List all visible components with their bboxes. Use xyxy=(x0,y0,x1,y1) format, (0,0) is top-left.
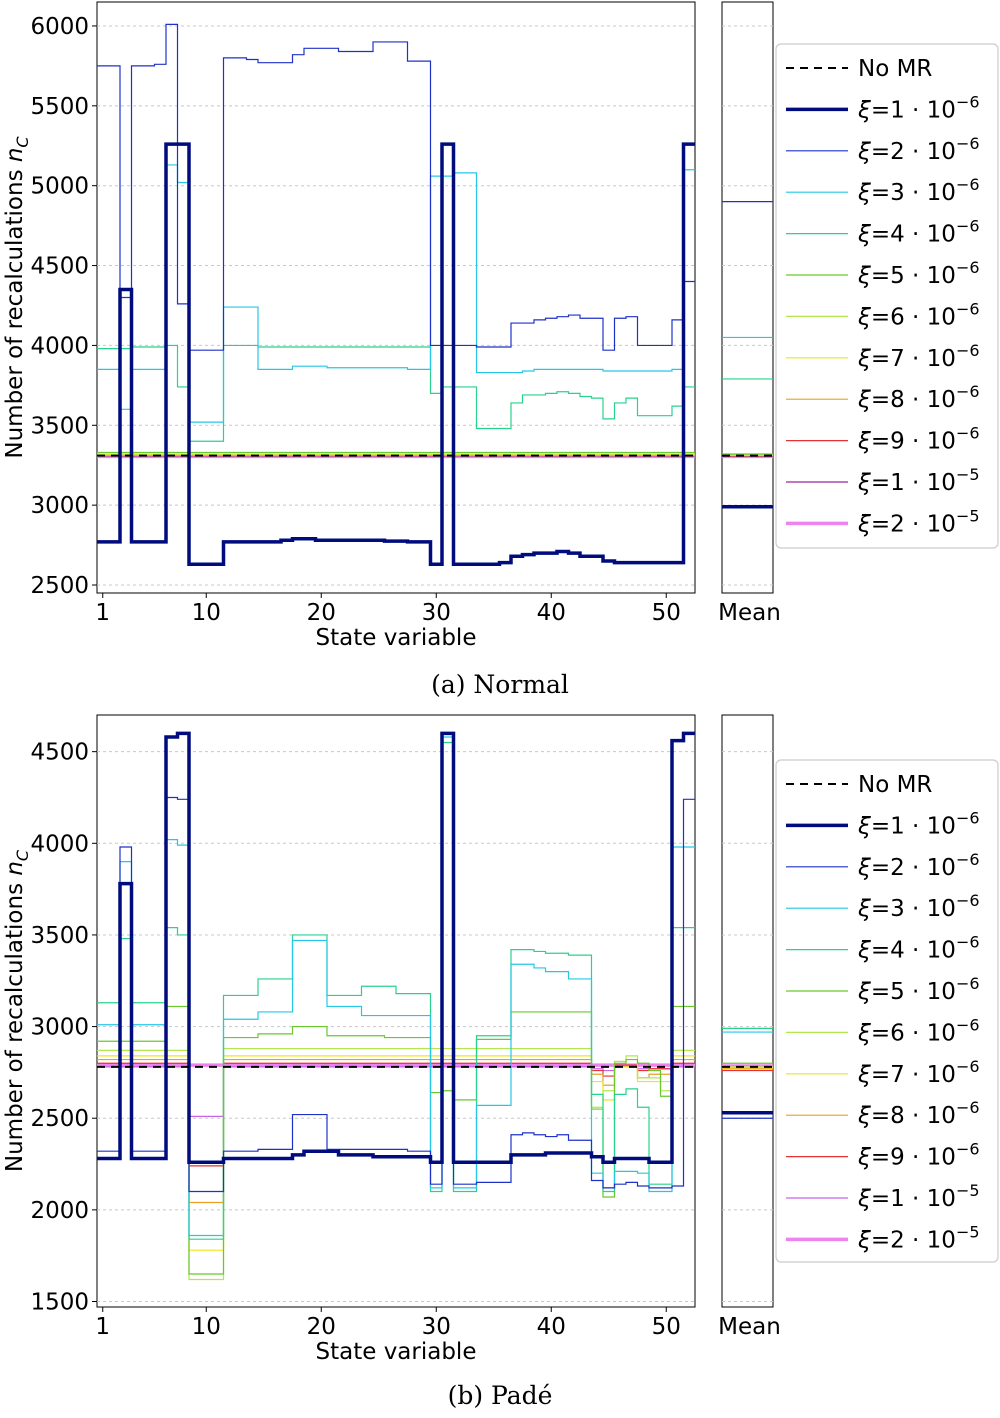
x-tick-label: 20 xyxy=(307,1314,336,1340)
panel-normal: 2500 3000 3500 4000 4500 5000 5500 6000 1 10 20 30 4… xyxy=(2,1,999,699)
x-tick-label: 50 xyxy=(652,600,681,626)
y-axis-label: Number of recalculations nC xyxy=(2,136,32,459)
legend-label: ξ=1 · 10−6 xyxy=(857,808,980,839)
series-line xyxy=(97,731,695,1164)
y-tick-label: 4500 xyxy=(30,740,89,766)
x-tick-label: 20 xyxy=(307,600,336,626)
legend-label: ξ=2 · 10−6 xyxy=(857,134,980,165)
y-tick-label: 3000 xyxy=(30,1015,89,1041)
x-tick-label: 10 xyxy=(192,1314,221,1340)
x-tick-label: 10 xyxy=(192,600,221,626)
x-tick-label: 30 xyxy=(422,1314,451,1340)
mean-label: Mean xyxy=(718,600,781,626)
x-axis-label: State variable xyxy=(316,625,477,651)
caption-normal: (a) Normal xyxy=(431,670,569,699)
caption-pade: (b) Padé xyxy=(447,1381,553,1410)
legend-label: ξ=1 · 10−5 xyxy=(857,465,980,496)
legend-label: ξ=8 · 10−6 xyxy=(857,382,980,413)
x-tick-label: 30 xyxy=(422,600,451,626)
legend-label: ξ=6 · 10−6 xyxy=(857,1015,980,1046)
y-tick-label: 2000 xyxy=(30,1198,89,1224)
legend-label: ξ=2 · 10−6 xyxy=(857,850,980,881)
y-tick-label: 2500 xyxy=(30,1106,89,1132)
mean-panel xyxy=(721,714,774,1308)
panel-pade: 1500 2000 2500 3000 3500 4000 4500 1 10 20 30 40 50 M… xyxy=(0,709,1000,1418)
x-tick-label: 40 xyxy=(537,600,566,626)
y-tick-label: 1500 xyxy=(30,1290,89,1316)
series-group xyxy=(97,23,695,566)
legend-label: ξ=1 · 10−5 xyxy=(857,1181,980,1212)
legend-frame xyxy=(775,43,999,549)
x-tick-label: 1 xyxy=(95,600,110,626)
series-line xyxy=(97,142,695,566)
legend-label: ξ=4 · 10−6 xyxy=(857,217,980,248)
series-line xyxy=(97,164,695,423)
y-tick-label: 4500 xyxy=(30,254,89,280)
mean-panel xyxy=(721,1,774,594)
chart-pade: 1500 2000 2500 3000 3500 4000 4500 1 10 20 30 40 50 M… xyxy=(2,714,999,1365)
y-tick-label: 6000 xyxy=(30,14,89,40)
legend-label: ξ=4 · 10−6 xyxy=(857,933,980,964)
plot-area xyxy=(96,714,696,1308)
legend-label: ξ=2 · 10−5 xyxy=(857,506,980,537)
y-tick-label: 2500 xyxy=(30,573,89,599)
legend: No MR ξ=1 · 10−6 ξ=2 · 10−6 ξ=3 · 10−6 ξ=4 ·… xyxy=(775,759,999,1263)
series-line xyxy=(97,741,695,1240)
y-tick-label: 4000 xyxy=(30,333,89,359)
y-tick-label: 5500 xyxy=(30,94,89,120)
legend-label: No MR xyxy=(858,772,932,798)
x-tick-label: 1 xyxy=(95,1314,110,1340)
legend-label: ξ=8 · 10−6 xyxy=(857,1098,980,1129)
legend-frame xyxy=(775,759,999,1263)
y-tick-label: 3500 xyxy=(30,413,89,439)
legend: No MR ξ=1 · 10−6 ξ=2 · 10−6 ξ=3 · 10−6 ξ=4 ·… xyxy=(775,43,999,549)
x-axis-label: State variable xyxy=(316,1339,477,1365)
legend-label: ξ=5 · 10−6 xyxy=(857,258,980,289)
legend-label: ξ=7 · 10−6 xyxy=(857,341,980,372)
x-tick-label: 50 xyxy=(652,1314,681,1340)
legend-label: ξ=3 · 10−6 xyxy=(857,891,980,922)
y-tick-label: 5000 xyxy=(30,174,89,200)
series-line xyxy=(97,732,695,1193)
legend-label: ξ=3 · 10−6 xyxy=(857,175,980,206)
legend-label: ξ=9 · 10−6 xyxy=(857,1140,980,1171)
y-tick-label: 3500 xyxy=(30,923,89,949)
legend-label: No MR xyxy=(858,56,932,82)
y-tick-label: 4000 xyxy=(30,831,89,857)
mean-label: Mean xyxy=(718,1314,781,1340)
legend-label: ξ=5 · 10−6 xyxy=(857,974,980,1005)
legend-label: ξ=1 · 10−6 xyxy=(857,92,980,123)
series-line xyxy=(97,1047,695,1281)
y-axis-label: Number of recalculations nC xyxy=(2,849,32,1172)
series-group xyxy=(97,731,695,1281)
y-tick-label: 3000 xyxy=(30,493,89,519)
legend-label: ξ=2 · 10−5 xyxy=(857,1222,980,1253)
x-tick-label: 40 xyxy=(537,1314,566,1340)
plot-area xyxy=(96,1,696,594)
legend-label: ξ=7 · 10−6 xyxy=(857,1057,980,1088)
chart-normal: 2500 3000 3500 4000 4500 5000 5500 6000 1 10 20 30 4… xyxy=(2,1,999,651)
legend-label: ξ=9 · 10−6 xyxy=(857,424,980,455)
legend-label: ξ=6 · 10−6 xyxy=(857,299,980,330)
